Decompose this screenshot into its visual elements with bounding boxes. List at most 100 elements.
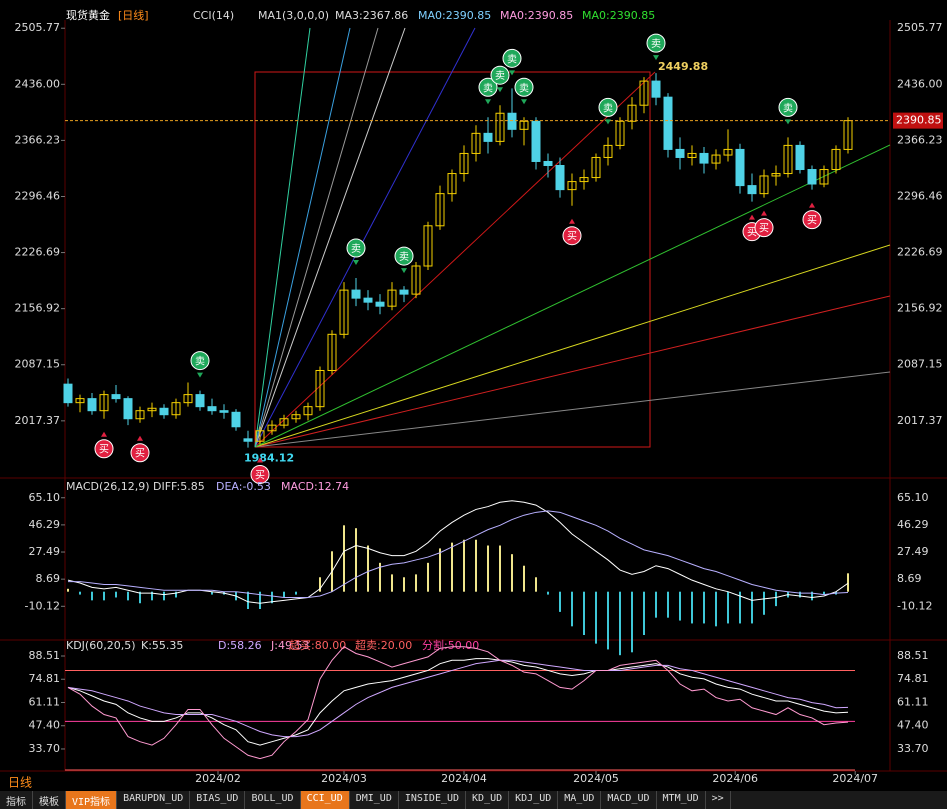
signal-arrow bbox=[809, 202, 815, 208]
fan-line bbox=[254, 27, 379, 448]
candle-body bbox=[807, 169, 817, 185]
y-tick-label: 46.29 bbox=[897, 518, 929, 531]
toolbar-tab[interactable]: >> bbox=[706, 791, 731, 809]
candle-body bbox=[819, 169, 829, 185]
signal-badge bbox=[394, 246, 414, 266]
signal-arrow bbox=[353, 260, 359, 266]
candle-body bbox=[447, 173, 457, 195]
toolbar-tab[interactable]: MA_UD bbox=[558, 791, 602, 809]
ma3-label: MA3:2367.86 bbox=[335, 9, 408, 22]
candle-body bbox=[255, 430, 265, 442]
signal-arrow bbox=[521, 99, 527, 105]
candle-body bbox=[411, 265, 421, 295]
toolbar-tab[interactable]: KD_UD bbox=[466, 791, 510, 809]
y-tick-label: 27.49 bbox=[29, 545, 61, 558]
candle-body bbox=[675, 148, 685, 158]
signal-label: 卖 bbox=[195, 356, 205, 368]
signal-label: 买 bbox=[759, 223, 769, 235]
candle-body bbox=[519, 120, 529, 130]
candle-body bbox=[267, 424, 277, 432]
signal-label: 买 bbox=[567, 231, 577, 243]
candle-body bbox=[459, 152, 469, 175]
signal-label: 卖 bbox=[483, 82, 493, 94]
indicator-value: DIFF:5.85 bbox=[153, 480, 205, 493]
signal-arrow bbox=[197, 372, 203, 378]
indicator-value: D:58.26 bbox=[218, 639, 262, 652]
level-label: 超卖:20.00 bbox=[355, 638, 412, 652]
fan-line bbox=[254, 27, 311, 448]
y-tick-label: 2226.69 bbox=[897, 246, 943, 259]
candle-body bbox=[75, 398, 85, 404]
signal-arrow bbox=[509, 70, 515, 76]
y-tick-label: 2505.77 bbox=[15, 21, 61, 34]
candle-body bbox=[783, 144, 793, 175]
candle-body bbox=[387, 289, 397, 307]
candle-body bbox=[723, 148, 733, 156]
toolbar-tab[interactable]: BARUPDN_UD bbox=[117, 791, 191, 809]
signal-badge bbox=[190, 351, 210, 371]
gann-fan bbox=[254, 27, 891, 448]
toolbar-tab[interactable]: DMI_UD bbox=[350, 791, 399, 809]
candle-body bbox=[591, 156, 601, 179]
marks: 2505.77 2505.77 2436.00 2436.00 2366.23 2366.… bbox=[15, 21, 943, 785]
toolbar-tab[interactable]: 指标 bbox=[0, 791, 33, 809]
toolbar-tab[interactable]: VIP指标 bbox=[66, 791, 118, 809]
candle-body bbox=[327, 333, 337, 371]
period: [日线] bbox=[118, 8, 149, 22]
fan-line bbox=[254, 244, 891, 448]
signal-badge bbox=[778, 97, 798, 117]
period-tab[interactable]: 日线 bbox=[8, 776, 32, 790]
candle-body bbox=[315, 369, 325, 408]
signal-label: 卖 bbox=[519, 82, 529, 94]
y-tick-label: 33.70 bbox=[897, 742, 929, 755]
candle-body bbox=[495, 112, 505, 142]
x-tick-label: 2024/06 bbox=[712, 772, 758, 785]
y-tick-label: 8.69 bbox=[36, 572, 61, 585]
toolbar-tab[interactable]: 模板 bbox=[33, 791, 66, 809]
candle-body bbox=[279, 418, 289, 426]
toolbar-tab[interactable]: MTM_UD bbox=[657, 791, 706, 809]
signal-label: 买 bbox=[255, 469, 265, 481]
candle-body bbox=[123, 398, 133, 420]
symbol: 现货黄金 bbox=[66, 8, 110, 22]
signal-badge bbox=[346, 238, 366, 258]
toolbar-tab[interactable]: CCI_UD bbox=[300, 791, 350, 809]
signal-arrow bbox=[257, 457, 263, 463]
fan-line bbox=[254, 27, 351, 448]
toolbar-tab[interactable]: INSIDE_UD bbox=[399, 791, 467, 809]
y-tick-label: 2366.23 bbox=[897, 133, 943, 146]
candle-body bbox=[663, 96, 673, 150]
toolbar: 指标 模板 VIP指标 BARUPDN_UD BIAS_UD BOLL_UD CCI_UD D… bbox=[0, 791, 947, 809]
fan-line bbox=[254, 295, 891, 448]
signal-arrow bbox=[653, 55, 659, 61]
candle-body bbox=[303, 406, 313, 416]
signal-arrow bbox=[401, 268, 407, 274]
candle-body bbox=[627, 104, 637, 122]
signal-label: 卖 bbox=[651, 38, 661, 50]
signal-arrow bbox=[605, 119, 611, 125]
candle-body bbox=[363, 297, 373, 303]
signal-label: 卖 bbox=[783, 102, 793, 114]
candle-body bbox=[111, 394, 121, 400]
candle-body bbox=[639, 80, 649, 106]
x-tick-label: 2024/03 bbox=[321, 772, 367, 785]
candle-body bbox=[135, 410, 145, 420]
candle-body bbox=[147, 407, 157, 412]
y-tick-label: 2156.92 bbox=[897, 302, 943, 315]
candle-body bbox=[159, 407, 169, 416]
toolbar-tab[interactable]: KDJ_UD bbox=[509, 791, 559, 809]
toolbar-tab[interactable]: BIAS_UD bbox=[190, 791, 246, 809]
candle-body bbox=[291, 414, 301, 420]
signal-arrow bbox=[761, 210, 767, 216]
indicator-line bbox=[67, 658, 849, 746]
y-tick-label: 74.81 bbox=[897, 672, 929, 685]
toolbar-tab[interactable]: BOLL_UD bbox=[245, 791, 301, 809]
toolbar-tab[interactable]: MACD_UD bbox=[601, 791, 657, 809]
range-box bbox=[254, 71, 651, 448]
signal-label: 买 bbox=[807, 215, 817, 227]
indicator-line bbox=[67, 659, 849, 738]
candle-body bbox=[99, 394, 109, 412]
y-tick-label: 2505.77 bbox=[897, 21, 943, 34]
level-label: 分割:50.00 bbox=[422, 638, 479, 652]
indicator-line bbox=[67, 500, 849, 604]
